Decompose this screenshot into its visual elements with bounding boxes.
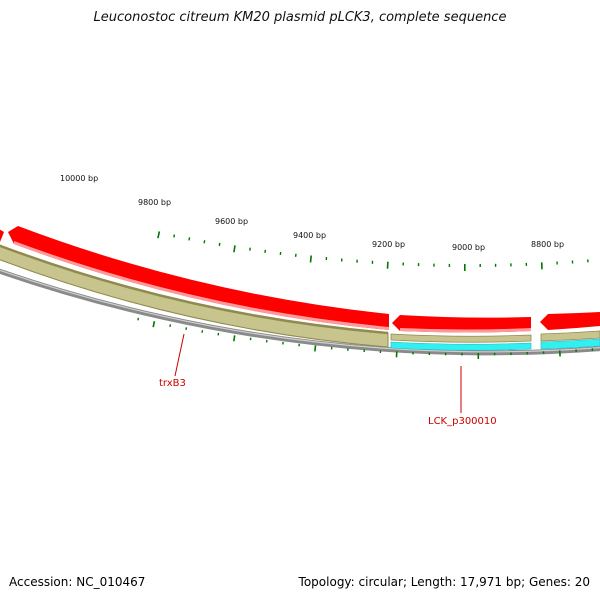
gene-label-trxB3[interactable]: trxB3	[159, 378, 186, 389]
scale-label-9000: 9000 bp	[452, 243, 485, 252]
gene-band-trxB3-edge	[0, 244, 389, 335]
gene-label-lck[interactable]: LCK_p300010	[428, 416, 497, 427]
cds-arrow-trxB3	[8, 226, 389, 330]
scale-major-tick	[233, 245, 236, 253]
scale-label-8800: 8800 bp	[531, 240, 564, 249]
scale-label-9400: 9400 bp	[293, 231, 326, 240]
cds-arrow-right	[540, 312, 600, 330]
scale-major-tick	[309, 255, 312, 263]
scale-label-9200: 9200 bp	[372, 240, 405, 249]
scale-major-tick	[157, 231, 161, 239]
cds-arrow-lck	[392, 315, 531, 333]
gene-band-lck	[390, 333, 532, 343]
scale-label-9800: 9800 bp	[138, 198, 171, 207]
rna-band-right	[540, 338, 600, 350]
scale-labels: 10000 bp 9800 bp 9600 bp 9400 bp 9200 bp…	[60, 174, 564, 252]
rna-track	[390, 338, 600, 351]
inner-major-tick	[314, 345, 317, 352]
scale-minor-tick	[203, 240, 206, 244]
cds-arrow-left	[0, 229, 4, 242]
cds-track	[0, 226, 600, 333]
gene-band-right	[540, 330, 600, 342]
accession-text: Accession: NC_010467	[9, 575, 146, 589]
inner-minor-tick	[201, 330, 204, 333]
map-title: Leuconostoc citreum KM20 plasmid pLCK3, …	[93, 10, 507, 25]
inner-major-tick	[233, 335, 236, 342]
inner-minor-tick	[169, 324, 172, 327]
scale-minor-tick	[173, 234, 176, 238]
inner-minor-tick	[137, 317, 140, 321]
gene-track	[0, 244, 600, 348]
cds-arrow-lck-shade	[400, 328, 531, 333]
scale-minor-tick	[218, 242, 221, 247]
scale-minor-tick	[188, 237, 191, 241]
inner-minor-ticks	[137, 317, 594, 359]
backbone-ring-highlight	[0, 269, 600, 353]
scale-minor-ticks	[157, 231, 589, 271]
scale-label-10000: 10000 bp	[60, 174, 98, 183]
inner-major-tick	[152, 321, 156, 328]
backbone-ring	[0, 268, 600, 356]
scale-label-9600: 9600 bp	[215, 217, 248, 226]
trxB3-leader-line	[174, 333, 185, 377]
topology-summary: Topology: circular; Length: 17,971 bp; G…	[298, 575, 590, 589]
rna-band-lck	[390, 341, 532, 351]
